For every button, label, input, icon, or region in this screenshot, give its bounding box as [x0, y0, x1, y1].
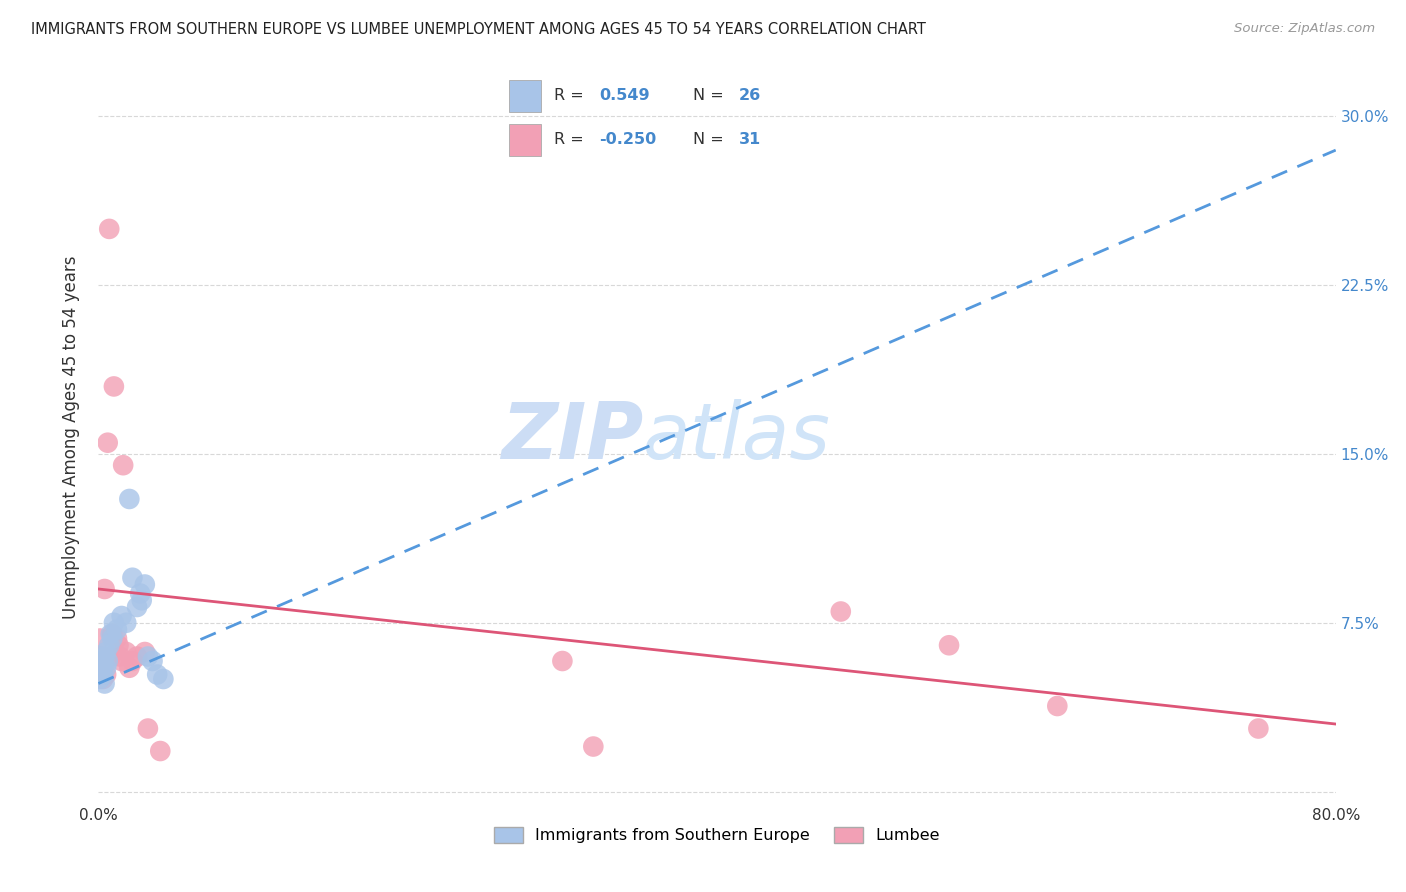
Point	[134, 645, 156, 659]
Point	[98, 638, 121, 652]
Point	[105, 632, 128, 646]
Text: -0.250: -0.250	[599, 132, 657, 147]
Point	[127, 649, 149, 664]
Text: Source: ZipAtlas.com: Source: ZipAtlas.com	[1234, 22, 1375, 36]
Point	[103, 379, 125, 393]
Point	[108, 649, 131, 664]
Text: 26: 26	[738, 88, 761, 103]
FancyBboxPatch shape	[509, 124, 541, 156]
Point	[938, 638, 960, 652]
Point	[582, 739, 605, 754]
Point	[118, 661, 141, 675]
Point	[112, 458, 135, 473]
Point	[121, 654, 143, 668]
Point	[90, 649, 112, 664]
Point	[89, 672, 111, 686]
Point	[1247, 722, 1270, 736]
Point	[105, 623, 128, 637]
Text: N =: N =	[693, 132, 730, 147]
Point	[98, 222, 121, 236]
Point	[136, 649, 159, 664]
Point	[111, 654, 132, 668]
Point	[149, 744, 172, 758]
Text: 0.549: 0.549	[599, 88, 650, 103]
Point	[90, 654, 112, 668]
Point	[101, 627, 124, 641]
Point	[96, 667, 118, 681]
Point	[127, 599, 149, 614]
Legend: Immigrants from Southern Europe, Lumbee: Immigrants from Southern Europe, Lumbee	[488, 821, 946, 850]
Point	[100, 649, 122, 664]
Point	[100, 627, 122, 641]
Point	[131, 593, 153, 607]
Y-axis label: Unemployment Among Ages 45 to 54 years: Unemployment Among Ages 45 to 54 years	[62, 255, 80, 619]
Point	[111, 609, 132, 624]
Point	[89, 667, 111, 681]
Point	[1046, 699, 1069, 714]
Point	[97, 654, 120, 668]
Point	[107, 638, 129, 652]
Point	[146, 667, 169, 681]
Text: atlas: atlas	[643, 399, 831, 475]
Point	[91, 667, 114, 681]
Text: R =: R =	[554, 88, 589, 103]
Text: R =: R =	[554, 132, 589, 147]
Point	[97, 435, 120, 450]
Point	[91, 654, 114, 668]
Point	[141, 654, 165, 668]
Point	[91, 672, 114, 686]
Point	[101, 632, 124, 646]
Point	[90, 661, 112, 675]
Text: 31: 31	[738, 132, 761, 147]
Point	[134, 577, 156, 591]
Point	[93, 676, 115, 690]
Point	[118, 491, 141, 506]
Point	[152, 672, 174, 686]
Point	[129, 586, 152, 600]
Point	[551, 654, 574, 668]
Text: ZIP: ZIP	[501, 399, 643, 475]
Point	[91, 661, 114, 675]
Text: IMMIGRANTS FROM SOUTHERN EUROPE VS LUMBEE UNEMPLOYMENT AMONG AGES 45 TO 54 YEARS: IMMIGRANTS FROM SOUTHERN EUROPE VS LUMBE…	[31, 22, 925, 37]
Point	[830, 605, 852, 619]
Point	[103, 615, 125, 630]
Point	[96, 661, 118, 675]
Point	[93, 582, 115, 596]
Point	[136, 722, 159, 736]
Point	[121, 571, 143, 585]
Text: N =: N =	[693, 88, 730, 103]
Point	[93, 649, 115, 664]
FancyBboxPatch shape	[509, 79, 541, 112]
Point	[115, 645, 138, 659]
Point	[96, 645, 118, 659]
Point	[89, 632, 111, 646]
Point	[115, 615, 138, 630]
